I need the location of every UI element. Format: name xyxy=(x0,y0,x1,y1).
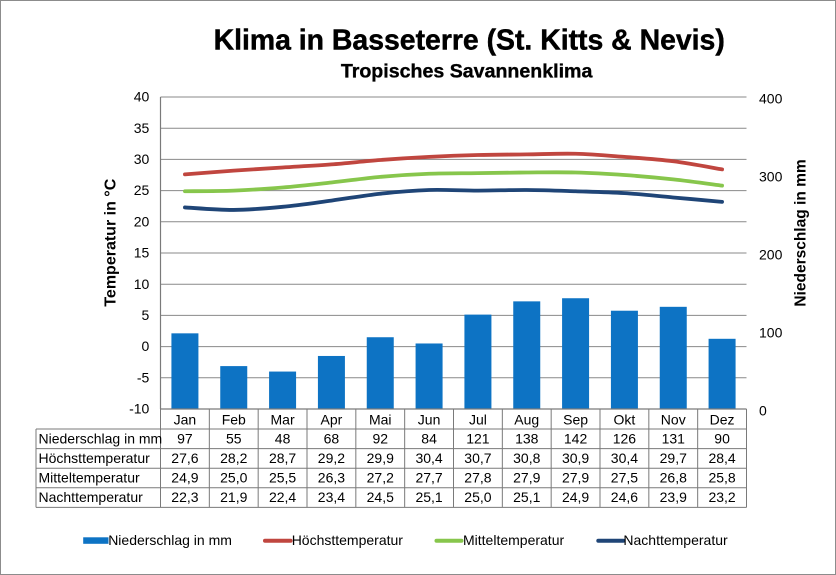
svg-text:15: 15 xyxy=(134,245,150,261)
svg-text:Okt: Okt xyxy=(614,411,636,427)
svg-text:30,4: 30,4 xyxy=(415,450,442,466)
svg-text:Klima in Basseterre (St. Kitts: Klima in Basseterre (St. Kitts & Nevis) xyxy=(214,24,725,56)
svg-text:25: 25 xyxy=(134,182,150,198)
svg-text:Apr: Apr xyxy=(321,411,343,427)
svg-text:35: 35 xyxy=(134,120,150,136)
svg-text:27,8: 27,8 xyxy=(464,469,491,485)
svg-text:Feb: Feb xyxy=(222,411,246,427)
svg-text:27,6: 27,6 xyxy=(171,450,198,466)
svg-text:30: 30 xyxy=(134,151,150,167)
svg-text:Niederschlag in mm: Niederschlag in mm xyxy=(108,532,232,548)
svg-text:0: 0 xyxy=(759,402,767,418)
svg-text:300: 300 xyxy=(759,168,783,184)
svg-text:Höchsttemperatur: Höchsttemperatur xyxy=(292,532,404,548)
svg-text:97: 97 xyxy=(177,430,193,446)
svg-text:92: 92 xyxy=(372,430,388,446)
svg-text:Mai: Mai xyxy=(369,411,392,427)
svg-text:30,4: 30,4 xyxy=(611,450,638,466)
svg-text:Tropisches Savannenklima: Tropisches Savannenklima xyxy=(341,60,594,82)
svg-text:24,9: 24,9 xyxy=(562,489,589,505)
svg-text:5: 5 xyxy=(142,307,150,323)
svg-text:121: 121 xyxy=(466,430,490,446)
svg-text:-10: -10 xyxy=(129,401,149,417)
svg-text:27,7: 27,7 xyxy=(415,469,442,485)
svg-text:131: 131 xyxy=(662,430,686,446)
svg-text:90: 90 xyxy=(714,430,730,446)
svg-text:24,9: 24,9 xyxy=(171,469,198,485)
svg-text:Nachttemperatur: Nachttemperatur xyxy=(623,532,728,548)
svg-text:21,9: 21,9 xyxy=(220,489,247,505)
svg-text:Niederschlag in mm: Niederschlag in mm xyxy=(39,430,163,446)
svg-text:28,2: 28,2 xyxy=(220,450,247,466)
svg-text:Dez: Dez xyxy=(710,411,735,427)
svg-text:30,7: 30,7 xyxy=(464,450,491,466)
svg-text:55: 55 xyxy=(226,430,242,446)
svg-text:22,4: 22,4 xyxy=(269,489,296,505)
svg-text:Höchsttemperatur: Höchsttemperatur xyxy=(39,450,151,466)
svg-text:27,9: 27,9 xyxy=(513,469,540,485)
svg-text:27,5: 27,5 xyxy=(611,469,638,485)
svg-text:Jul: Jul xyxy=(469,411,487,427)
svg-text:Nachttemperatur: Nachttemperatur xyxy=(39,489,144,505)
svg-text:28,7: 28,7 xyxy=(269,450,296,466)
svg-text:28,4: 28,4 xyxy=(708,450,735,466)
svg-text:29,9: 29,9 xyxy=(367,450,394,466)
svg-text:29,7: 29,7 xyxy=(660,450,687,466)
svg-text:200: 200 xyxy=(759,246,783,262)
svg-text:138: 138 xyxy=(515,430,539,446)
svg-text:100: 100 xyxy=(759,324,783,340)
svg-text:Aug: Aug xyxy=(514,411,539,427)
svg-text:Jan: Jan xyxy=(174,411,197,427)
svg-text:24,6: 24,6 xyxy=(611,489,638,505)
svg-text:26,3: 26,3 xyxy=(318,469,345,485)
svg-text:126: 126 xyxy=(613,430,637,446)
svg-text:Temperatur in °C: Temperatur in °C xyxy=(103,178,120,306)
svg-text:29,2: 29,2 xyxy=(318,450,345,466)
svg-text:24,5: 24,5 xyxy=(367,489,394,505)
svg-text:27,2: 27,2 xyxy=(367,469,394,485)
svg-text:25,0: 25,0 xyxy=(220,469,247,485)
svg-text:Jun: Jun xyxy=(418,411,441,427)
svg-text:68: 68 xyxy=(324,430,340,446)
svg-text:40: 40 xyxy=(134,89,150,105)
svg-text:Nov: Nov xyxy=(661,411,686,427)
svg-text:Mar: Mar xyxy=(271,411,295,427)
svg-text:20: 20 xyxy=(134,213,150,229)
svg-text:27,9: 27,9 xyxy=(562,469,589,485)
svg-text:25,5: 25,5 xyxy=(269,469,296,485)
svg-text:22,3: 22,3 xyxy=(171,489,198,505)
svg-text:25,1: 25,1 xyxy=(513,489,540,505)
svg-text:48: 48 xyxy=(275,430,291,446)
svg-text:25,0: 25,0 xyxy=(464,489,491,505)
svg-text:Niederschlag in mm: Niederschlag in mm xyxy=(793,159,810,306)
svg-text:-5: -5 xyxy=(137,369,150,385)
svg-text:23,9: 23,9 xyxy=(660,489,687,505)
svg-text:30,9: 30,9 xyxy=(562,450,589,466)
svg-text:10: 10 xyxy=(134,276,150,292)
svg-text:26,8: 26,8 xyxy=(660,469,687,485)
svg-text:23,2: 23,2 xyxy=(708,489,735,505)
svg-text:400: 400 xyxy=(759,90,783,106)
svg-text:25,8: 25,8 xyxy=(708,469,735,485)
svg-text:23,4: 23,4 xyxy=(318,489,345,505)
svg-text:Sep: Sep xyxy=(563,411,588,427)
svg-text:142: 142 xyxy=(564,430,588,446)
svg-text:25,1: 25,1 xyxy=(415,489,442,505)
svg-text:0: 0 xyxy=(142,338,150,354)
svg-text:84: 84 xyxy=(421,430,437,446)
svg-text:30,8: 30,8 xyxy=(513,450,540,466)
svg-text:Mitteltemperatur: Mitteltemperatur xyxy=(463,532,564,548)
svg-text:Mitteltemperatur: Mitteltemperatur xyxy=(39,469,140,485)
